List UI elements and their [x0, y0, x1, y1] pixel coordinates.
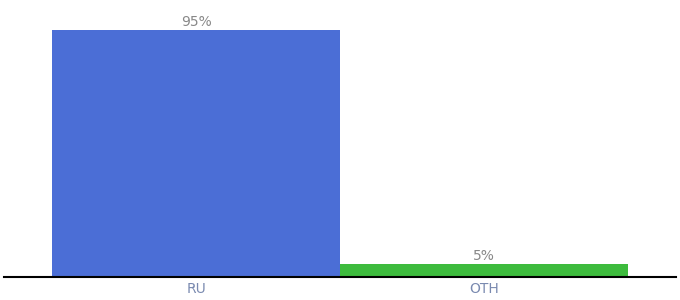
Bar	[52, 30, 340, 277]
Text: 95%: 95%	[181, 15, 211, 29]
Bar	[340, 264, 628, 277]
Text: 5%: 5%	[473, 249, 495, 263]
